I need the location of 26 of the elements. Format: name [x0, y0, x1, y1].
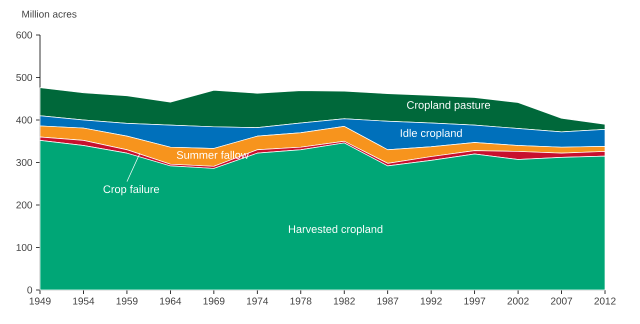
x-tick-label: 1987 — [377, 298, 398, 305]
y-tick-label: 400 — [16, 116, 32, 124]
x-tick-label: 1974 — [247, 298, 268, 305]
y-tick-label: 0 — [27, 286, 32, 294]
series-label: Harvested cropland — [288, 224, 382, 236]
x-tick-label: 2002 — [508, 298, 529, 305]
x-tick-label: 1992 — [420, 298, 442, 305]
y-tick-label: 100 — [16, 244, 32, 252]
series-label: Cropland pasture — [407, 100, 490, 112]
series-label: Crop failure — [104, 185, 160, 196]
x-tick-label: 1954 — [73, 298, 94, 305]
y-tick-label: 300 — [16, 158, 32, 166]
y-tick-label: 200 — [16, 201, 32, 209]
x-tick-label: 2012 — [594, 298, 616, 305]
x-tick-label: 1959 — [116, 298, 138, 305]
x-tick-label: 1949 — [30, 298, 51, 305]
x-tick-label: 1978 — [290, 298, 312, 305]
x-tick-label: 1997 — [464, 298, 486, 305]
y-tick-label: 600 — [16, 31, 32, 39]
x-tick-label: 1969 — [204, 298, 224, 305]
series-label: Idle cropland — [400, 128, 462, 140]
x-tick-label: 1964 — [160, 298, 182, 305]
y-tick-label: 500 — [16, 74, 32, 82]
x-tick-label: 1982 — [334, 298, 355, 305]
y-axis-title: Million acres — [22, 10, 77, 18]
x-tick-label: 2007 — [550, 298, 572, 305]
